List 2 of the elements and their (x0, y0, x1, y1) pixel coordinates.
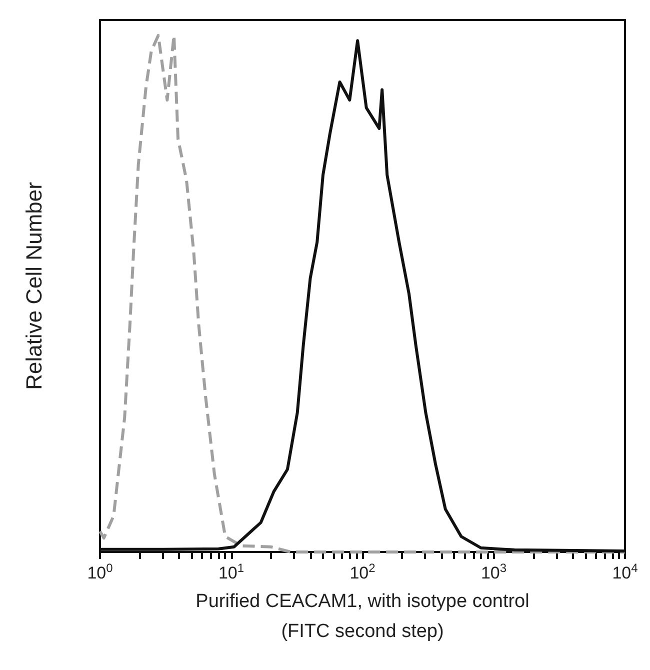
x-axis-title: Purified CEACAM1, with isotype control (FITC second step) (196, 590, 530, 642)
y-axis-title: Relative Cell Number (22, 182, 46, 390)
